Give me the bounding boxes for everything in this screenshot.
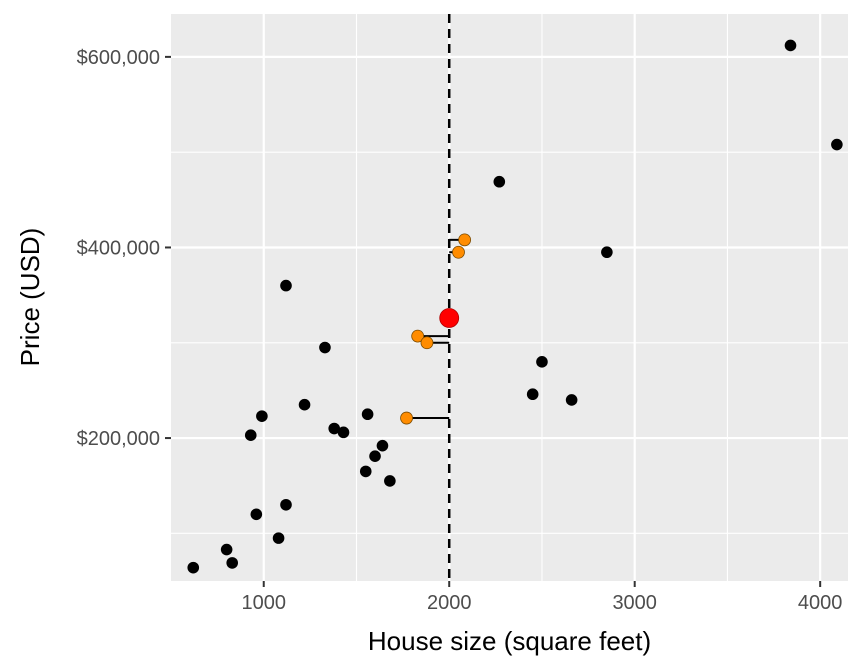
data-point (784, 39, 797, 52)
data-point (361, 408, 374, 421)
x-tick-label: 1000 (241, 592, 286, 614)
data-point (280, 279, 292, 292)
query-point-group (439, 308, 460, 328)
data-point (337, 426, 350, 439)
data-points (187, 39, 843, 574)
y-axis-title: Price (USD) (15, 228, 45, 367)
data-point (384, 475, 396, 487)
y-tick-label: $200,000 (77, 428, 160, 450)
data-point (328, 422, 341, 435)
data-point (250, 508, 263, 521)
data-point (280, 498, 292, 511)
data-point (565, 394, 578, 406)
neighbor-point (420, 336, 434, 350)
minor-gridlines (171, 14, 848, 581)
data-point (272, 532, 285, 544)
neighbor-point (458, 233, 472, 247)
y-tick-label: $600,000 (77, 47, 160, 69)
data-point (256, 410, 268, 422)
neighbor-point (400, 411, 413, 425)
neighbor-point (452, 245, 465, 259)
data-point (526, 388, 539, 401)
data-point (298, 398, 311, 411)
x-axis-title: House size (square feet) (368, 626, 651, 656)
data-point (359, 465, 372, 478)
data-point (226, 557, 239, 569)
y-tick-label: $400,000 (77, 237, 160, 259)
data-point (493, 175, 506, 188)
data-point (187, 561, 200, 574)
x-tick-label: 4000 (798, 592, 843, 614)
data-point (244, 429, 257, 442)
data-point (220, 543, 233, 556)
x-axis-ticks: 1000 2000 3000 4000 (241, 581, 842, 614)
query-point (439, 308, 460, 328)
neighbor-point (411, 329, 425, 343)
x-tick-label: 3000 (612, 592, 657, 614)
data-point (319, 341, 331, 354)
x-tick-label: 2000 (427, 592, 472, 614)
neighbor-points (400, 233, 472, 425)
major-gridlines (171, 14, 848, 581)
data-point (536, 356, 548, 368)
plot-panel (171, 14, 848, 581)
data-point (376, 439, 389, 452)
data-point (601, 246, 613, 259)
data-point (831, 138, 843, 151)
y-axis-ticks: $200,000 $400,000 $600,000 (77, 47, 171, 450)
data-point (369, 450, 381, 462)
